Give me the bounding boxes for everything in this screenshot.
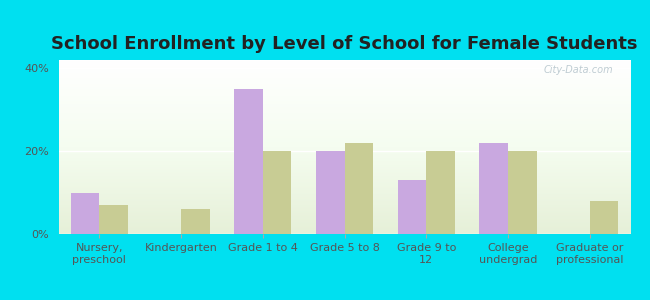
Bar bbox=[590, 201, 618, 234]
Bar bbox=[426, 151, 455, 234]
Bar bbox=[71, 193, 99, 234]
Bar bbox=[508, 151, 536, 234]
Text: City-Data.com: City-Data.com bbox=[543, 65, 614, 75]
Bar bbox=[344, 143, 373, 234]
Bar bbox=[99, 205, 128, 234]
Bar bbox=[263, 151, 291, 234]
Bar bbox=[234, 89, 263, 234]
Bar bbox=[181, 209, 210, 234]
Bar bbox=[316, 151, 344, 234]
Title: School Enrollment by Level of School for Female Students: School Enrollment by Level of School for… bbox=[51, 35, 638, 53]
Bar bbox=[479, 143, 508, 234]
Bar bbox=[398, 180, 426, 234]
